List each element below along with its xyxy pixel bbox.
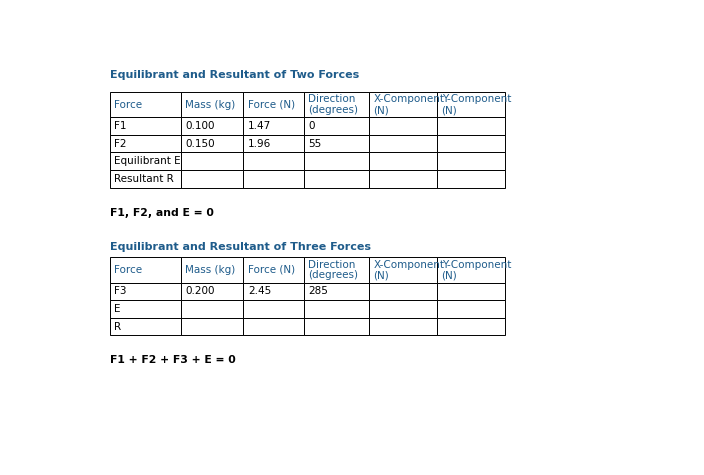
Bar <box>110 170 181 188</box>
Text: 285: 285 <box>308 286 328 296</box>
Bar <box>303 92 369 117</box>
Text: 1.47: 1.47 <box>248 121 271 131</box>
Bar <box>369 300 437 318</box>
Bar <box>303 257 369 283</box>
Bar <box>437 152 505 170</box>
Bar <box>437 300 505 318</box>
Text: (N): (N) <box>373 270 389 281</box>
Bar <box>303 135 369 152</box>
Text: Force: Force <box>114 265 142 275</box>
Bar <box>244 152 303 170</box>
Text: Direction: Direction <box>308 95 356 104</box>
Bar <box>181 318 244 335</box>
Bar <box>303 300 369 318</box>
Bar <box>110 283 181 300</box>
Bar <box>369 283 437 300</box>
Bar <box>369 92 437 117</box>
Text: Equilibrant E: Equilibrant E <box>114 156 181 166</box>
Bar <box>110 152 181 170</box>
Bar <box>369 152 437 170</box>
Text: (N): (N) <box>441 270 458 281</box>
Text: 0: 0 <box>308 121 315 131</box>
Text: E: E <box>114 304 120 314</box>
Bar <box>369 117 437 135</box>
Bar <box>437 318 505 335</box>
Text: Mass (kg): Mass (kg) <box>185 100 235 110</box>
Text: 0.200: 0.200 <box>185 286 215 296</box>
Bar <box>181 135 244 152</box>
Text: Direction: Direction <box>308 260 356 270</box>
Text: 1.96: 1.96 <box>248 139 271 149</box>
Bar <box>181 257 244 283</box>
Bar <box>181 300 244 318</box>
Bar <box>181 117 244 135</box>
Bar <box>181 170 244 188</box>
Bar <box>437 170 505 188</box>
Text: 0.100: 0.100 <box>185 121 215 131</box>
Bar <box>303 170 369 188</box>
Text: (degrees): (degrees) <box>308 105 358 115</box>
Bar <box>437 117 505 135</box>
Text: (N): (N) <box>373 105 389 115</box>
Bar <box>110 257 181 283</box>
Bar <box>437 135 505 152</box>
Bar <box>437 257 505 283</box>
Text: F3: F3 <box>114 286 127 296</box>
Bar <box>369 170 437 188</box>
Text: 55: 55 <box>308 139 321 149</box>
Text: Y-Component: Y-Component <box>441 95 511 104</box>
Text: (N): (N) <box>441 105 458 115</box>
Text: X-Component: X-Component <box>373 95 444 104</box>
Bar <box>244 283 303 300</box>
Bar <box>437 92 505 117</box>
Text: Force: Force <box>114 100 142 110</box>
Text: Equilibrant and Resultant of Two Forces: Equilibrant and Resultant of Two Forces <box>110 70 359 80</box>
Text: 2.45: 2.45 <box>248 286 271 296</box>
Bar <box>244 135 303 152</box>
Text: Mass (kg): Mass (kg) <box>185 265 235 275</box>
Text: Resultant R: Resultant R <box>114 174 174 184</box>
Bar <box>244 170 303 188</box>
Bar <box>244 300 303 318</box>
Bar <box>110 92 181 117</box>
Text: Force (N): Force (N) <box>248 265 295 275</box>
Bar <box>369 135 437 152</box>
Bar <box>244 318 303 335</box>
Text: Y-Component: Y-Component <box>441 260 511 270</box>
Bar <box>244 257 303 283</box>
Text: F2: F2 <box>114 139 127 149</box>
Bar <box>110 318 181 335</box>
Bar <box>181 152 244 170</box>
Bar <box>244 117 303 135</box>
Bar <box>244 92 303 117</box>
Bar <box>369 257 437 283</box>
Bar <box>303 318 369 335</box>
Bar <box>303 152 369 170</box>
Text: R: R <box>114 322 121 332</box>
Text: F1 + F2 + F3 + E = 0: F1 + F2 + F3 + E = 0 <box>110 355 236 365</box>
Text: Equilibrant and Resultant of Three Forces: Equilibrant and Resultant of Three Force… <box>110 242 371 252</box>
Bar <box>369 318 437 335</box>
Bar <box>181 92 244 117</box>
Text: 0.150: 0.150 <box>185 139 215 149</box>
Text: F1: F1 <box>114 121 127 131</box>
Text: Force (N): Force (N) <box>248 100 295 110</box>
Bar <box>303 283 369 300</box>
Bar <box>110 135 181 152</box>
Text: F1, F2, and E = 0: F1, F2, and E = 0 <box>110 208 214 218</box>
Text: (degrees): (degrees) <box>308 270 358 281</box>
Bar <box>110 117 181 135</box>
Bar <box>303 117 369 135</box>
Text: X-Component: X-Component <box>373 260 444 270</box>
Bar <box>110 300 181 318</box>
Bar <box>181 283 244 300</box>
Bar <box>437 283 505 300</box>
